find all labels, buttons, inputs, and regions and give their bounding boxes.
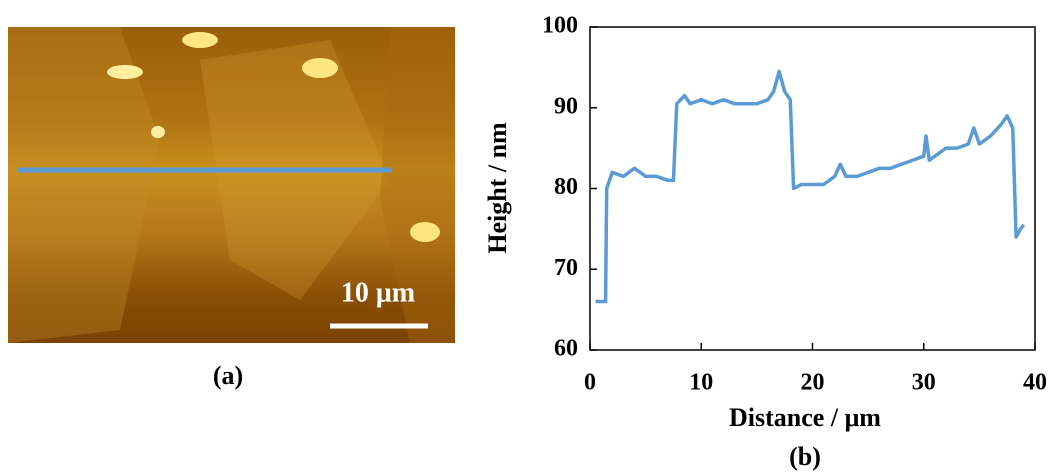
afm-image: 10 μm [8,27,455,343]
x-axis-label: Distance / μm [729,403,881,432]
data-line [595,69,1026,304]
x-tick-label: 20 [801,370,825,396]
x-tick-label: 40 [1023,370,1047,396]
y-tick-label: 80 [554,174,578,200]
plot-frame [589,26,1036,351]
y-tick-label: 100 [542,13,578,39]
panel-caption: (b) [789,442,821,471]
x-tick-label: 30 [912,370,936,396]
y-tick-label: 70 [554,255,578,281]
y-tick-label: 60 [554,336,578,362]
x-tick-label: 10 [689,370,713,396]
y-axis-label: Height / nm [483,122,512,254]
panel-caption: (a) [213,361,243,390]
x-tick-label: 0 [584,370,596,396]
y-tick-label: 90 [554,93,578,119]
scale-label: 10 μm [341,277,415,308]
